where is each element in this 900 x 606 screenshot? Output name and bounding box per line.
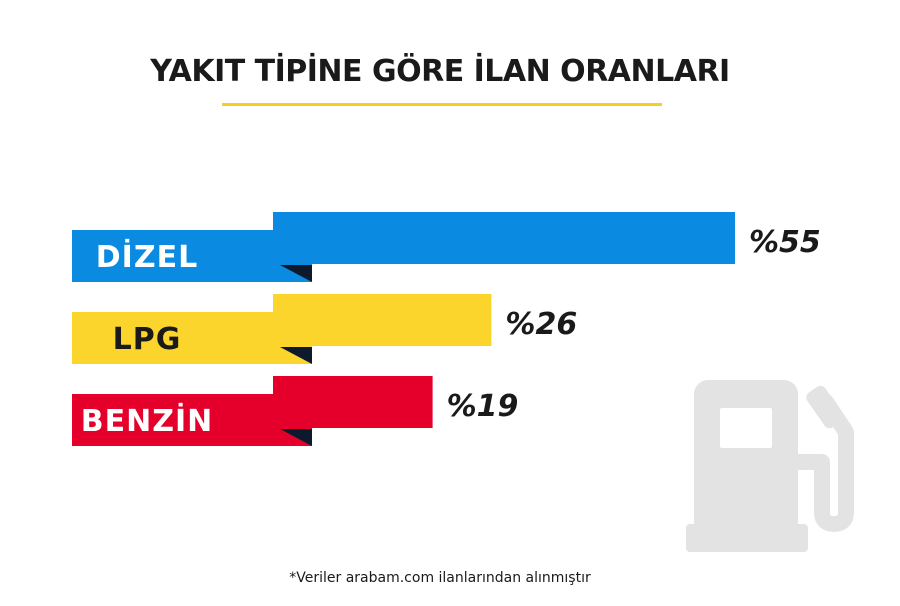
category-tab: [72, 230, 312, 282]
bar-row: BENZİN %19: [72, 376, 518, 446]
fuel-pump-icon: [686, 380, 854, 552]
category-label: DİZEL: [96, 239, 198, 275]
value-label: %26: [505, 307, 577, 342]
pump-nozzle: [806, 385, 844, 429]
category-label: LPG: [113, 322, 182, 357]
category-tab: [72, 312, 312, 364]
bar-row: DİZEL %55: [72, 212, 821, 282]
pump-base: [686, 524, 808, 552]
pump-body: [694, 380, 798, 536]
fold-shadow: [280, 347, 312, 364]
bar: [273, 212, 735, 264]
category-label: BENZİN: [81, 403, 214, 439]
fold-shadow: [280, 429, 312, 446]
value-label: %19: [447, 389, 519, 424]
chart-title: YAKIT TİPİNE GÖRE İLAN ORANLARI: [150, 54, 730, 89]
title-underline: [222, 103, 662, 106]
value-label: %55: [749, 225, 821, 260]
bar-row: LPG %26: [72, 294, 577, 364]
category-tab: [72, 394, 312, 446]
bars-layer: DİZEL %55 LPG %26 BENZİN %19: [72, 212, 821, 446]
fold-shadow: [280, 265, 312, 282]
pump-hose: [790, 394, 854, 532]
footnote: *Veriler arabam.com ilanlarından alınmış…: [289, 570, 591, 586]
pump-window: [720, 408, 772, 448]
